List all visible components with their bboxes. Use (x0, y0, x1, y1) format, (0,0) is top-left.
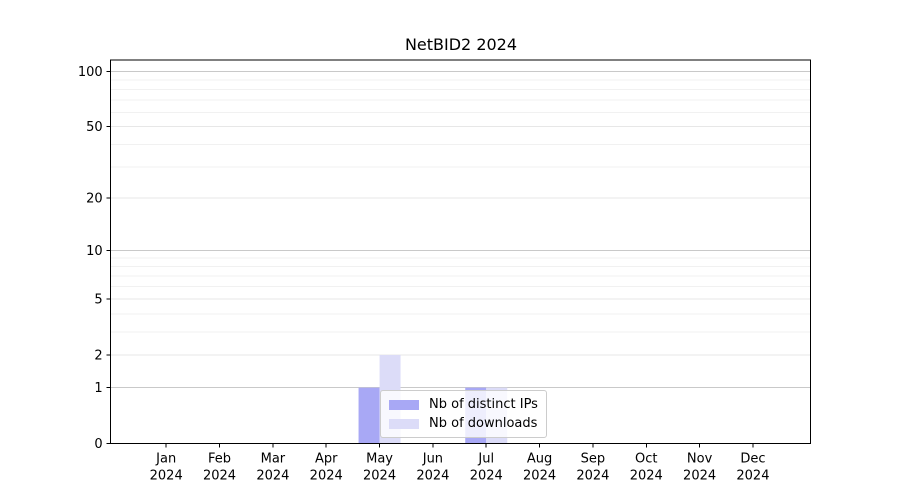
x-tick-label-month: Jun (422, 452, 443, 467)
x-tick-label-month: Oct (635, 452, 657, 467)
x-tick-label-month: Mar (261, 452, 286, 467)
y-tick-label: 10 (86, 244, 103, 259)
x-tick-label-month: Feb (208, 452, 231, 467)
x-tick-label-year: 2024 (630, 469, 663, 484)
x-tick-label-year: 2024 (150, 469, 183, 484)
y-tick-label: 20 (86, 192, 103, 207)
axis-frame (110, 59, 812, 444)
bar-distinct-ips (358, 387, 380, 444)
legend-swatch-distinct-ips (389, 399, 419, 410)
chart-title: NetBID2 2024 (404, 35, 518, 54)
x-tick-label-month: May (366, 452, 393, 467)
x-tick-label-month: Apr (315, 452, 338, 467)
legend-item-distinct-ips: Nb of distinct IPs (389, 398, 538, 411)
x-tick-label-month: Dec (740, 452, 765, 467)
legend-item-downloads: Nb of downloads (389, 417, 538, 430)
x-tick-label-year: 2024 (363, 469, 396, 484)
x-tick-label-month: Sep (581, 452, 606, 467)
x-tick-label-year: 2024 (523, 469, 556, 484)
legend-swatch-downloads (389, 418, 419, 429)
x-tick-label-month: Jul (477, 452, 494, 467)
legend-label-distinct-ips: Nb of distinct IPs (429, 397, 538, 412)
y-tick-label: 0 (94, 437, 102, 452)
x-tick-label-year: 2024 (576, 469, 609, 484)
x-tick-label-year: 2024 (736, 469, 769, 484)
y-tick-label: 1 (94, 381, 102, 396)
x-tick-label-year: 2024 (203, 469, 236, 484)
x-tick-label-year: 2024 (416, 469, 449, 484)
x-tick-label-month: Jan (155, 452, 176, 467)
x-tick-label-year: 2024 (683, 469, 716, 484)
x-tick-label-month: Aug (527, 452, 552, 467)
x-tick-label-year: 2024 (256, 469, 289, 484)
y-tick-label: 50 (86, 120, 103, 135)
y-tick-label: 100 (78, 65, 103, 80)
legend-label-downloads: Nb of downloads (429, 416, 538, 431)
x-tick-label-month: Nov (687, 452, 713, 467)
x-tick-label-year: 2024 (310, 469, 343, 484)
x-tick-label-year: 2024 (470, 469, 503, 484)
y-tick-label: 5 (94, 293, 102, 308)
legend: Nb of distinct IPs Nb of downloads (380, 390, 547, 438)
y-tick-label: 2 (94, 348, 102, 363)
